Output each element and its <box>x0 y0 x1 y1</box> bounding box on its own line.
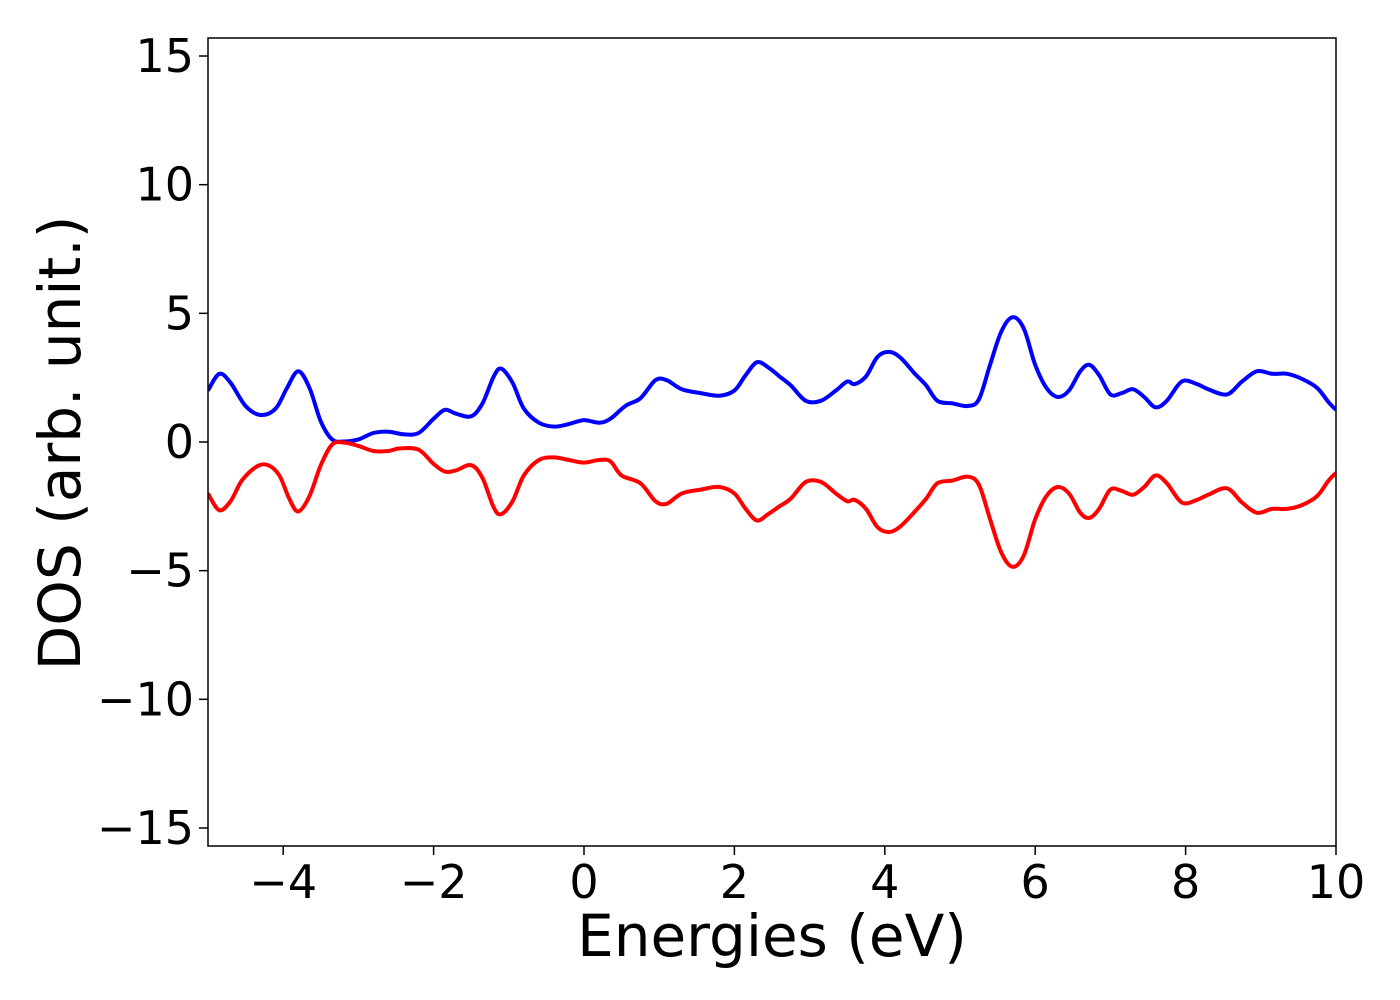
x-axis-title: Energies (eV) <box>577 902 967 970</box>
y-axis-title: DOS (arb. unit.) <box>26 216 94 671</box>
x-tick-label: −4 <box>249 855 317 909</box>
spin-down-dos-line <box>208 440 1336 569</box>
y-tick-label: 15 <box>135 29 194 83</box>
y-tick-label: 10 <box>135 158 194 212</box>
y-tick-label: 0 <box>165 415 194 469</box>
series-layer <box>208 315 1336 569</box>
plot-frame <box>207 37 1337 847</box>
y-tick-label: −15 <box>97 801 194 855</box>
ticks-layer: −4 −2 0 2 4 6 8 10 −15 −10 −5 0 5 10 15 <box>97 29 1365 909</box>
y-tick-label: −5 <box>126 544 194 598</box>
x-tick-label: 2 <box>720 855 749 909</box>
y-tick-label: 5 <box>165 286 194 340</box>
x-tick-label: −2 <box>400 855 468 909</box>
y-tick-label: −10 <box>97 672 194 726</box>
x-tick-label: 0 <box>569 855 598 909</box>
x-tick-label: 6 <box>1021 855 1050 909</box>
x-tick-label: 10 <box>1307 855 1366 909</box>
x-tick-label: 8 <box>1171 855 1200 909</box>
spin-up-dos-line <box>208 315 1336 444</box>
x-tick-label: 4 <box>870 855 899 909</box>
